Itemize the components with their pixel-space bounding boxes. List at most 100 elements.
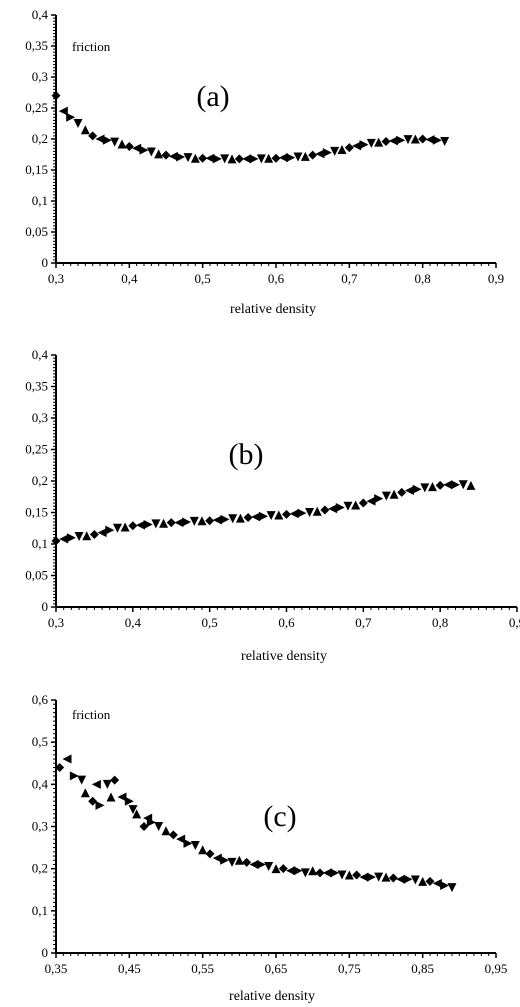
data-point [227,154,237,164]
data-point [274,510,284,520]
data-point [374,137,384,147]
data-point [80,788,90,798]
y-tick-label: 0 [42,599,49,614]
data-point [227,857,237,867]
data-point [320,505,330,515]
data-point [403,135,413,145]
x-tick-label: 0,7 [341,271,358,286]
data-point [124,796,134,806]
data-point [366,872,376,882]
panel-label: (b) [229,438,264,471]
x-axis-title: relative density [229,989,315,1004]
data-point [359,140,369,150]
data-point [330,868,340,878]
data-point [62,754,72,764]
data-point [242,154,252,164]
data-point [315,149,325,159]
y-tick-label: 0,5 [32,734,48,749]
data-point [412,484,422,494]
data-point [381,872,391,882]
data-point [117,139,127,149]
data-point [300,151,310,161]
y-tick-label: 0,2 [32,861,48,876]
y-tick-label: 0,3 [32,410,48,425]
data-point [388,136,398,146]
data-point [389,489,399,499]
data-point [161,826,171,836]
data-point [51,91,61,101]
data-point [396,874,406,884]
data-point [328,504,338,514]
data-point [176,834,186,844]
data-point [190,840,200,850]
data-point [249,154,259,164]
data-point [174,518,184,528]
data-point [447,883,457,893]
x-tick-label: 0,3 [48,271,64,286]
data-point [366,496,376,506]
data-point [293,152,303,162]
data-point [352,141,362,151]
y-tick-label: 0,15 [25,505,48,520]
data-point [154,149,164,159]
y-tick-label: 0,4 [32,7,49,22]
chart-panel-a: (a) friction relative density 0,3 0,4 0,5 0… [25,7,504,317]
data-point [443,480,453,490]
data-point [374,872,384,882]
data-point [176,152,186,162]
x-tick-label: 0,4 [125,615,142,630]
panel-label: (a) [196,80,229,113]
data-point [73,119,83,128]
data-point [432,135,442,145]
data-point [337,145,347,155]
data-point [205,516,215,526]
data-point [308,866,318,876]
data-point [89,530,99,540]
data-point [249,859,259,869]
data-point [271,864,281,874]
data-point [458,480,468,490]
x-axis-title: relative density [230,302,316,317]
data-point [146,147,156,157]
data-point [312,506,322,516]
chart-panel-c: (c) friction relative density 0,35 0,45 0,… [32,692,508,1004]
x-tick-label: 0,3 [48,615,64,630]
y-tick-label: 0,2 [32,473,48,488]
y-tick-label: 0,1 [32,536,48,551]
data-point [271,153,281,163]
series-label: friction [72,707,111,722]
data-point [77,775,87,785]
data-point [168,151,178,161]
data-point [264,153,274,163]
data-point [432,878,442,888]
data-point [388,873,398,883]
data-point [198,153,208,163]
data-point [410,134,420,144]
data-point [440,881,450,891]
x-tick-label: 0,9 [488,271,504,286]
data-point [120,522,130,532]
y-tick-label: 0 [42,945,49,960]
data-point [95,134,105,144]
data-point [136,520,146,530]
data-point [344,143,354,153]
data-point [435,480,445,490]
data-point [322,148,332,158]
data-point [297,508,307,518]
series-label: friction [72,39,111,54]
data-point [59,534,69,544]
data-point [404,485,414,495]
data-point [55,762,65,772]
x-tick-label: 0,8 [415,271,431,286]
data-point [95,800,105,810]
data-point [80,125,90,135]
data-point [161,150,171,160]
data-point [220,154,230,164]
data-point [168,830,178,840]
data-point [374,494,384,504]
panel-label: (c) [263,800,296,833]
data-point [183,153,193,163]
y-tick-label: 0,25 [25,442,48,457]
data-point [410,875,420,885]
